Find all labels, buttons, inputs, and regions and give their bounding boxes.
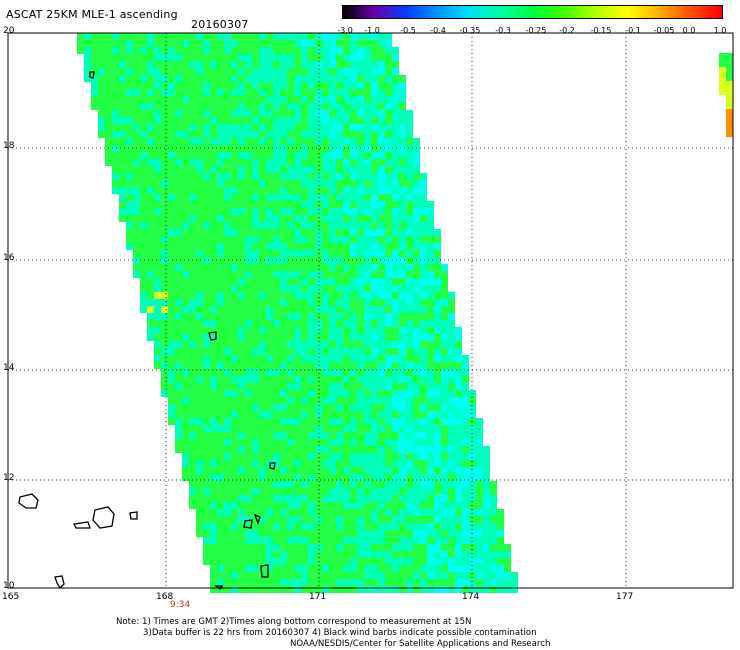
lat-lon-grid <box>8 33 733 588</box>
colorbar-tick: -0.4 <box>430 26 446 35</box>
latitude-label: 12 <box>3 473 15 483</box>
latitude-label: 10 <box>3 581 15 591</box>
latitude-label: 14 <box>3 363 15 373</box>
wind-swath <box>77 33 733 593</box>
map-panel <box>7 32 734 593</box>
latitude-label: 16 <box>3 253 15 263</box>
colorbar-tick: -0.2 <box>559 26 575 35</box>
island-outline <box>208 331 217 341</box>
product-date: 20160307 <box>191 18 249 31</box>
colorbar-tick: -1.0 <box>364 26 380 35</box>
island-outline <box>253 513 261 525</box>
island-outline <box>129 511 138 520</box>
note-line-1: Note: 1) Times are GMT 2)Times along bot… <box>116 617 472 627</box>
product-title: ASCAT 25KM MLE-1 ascending <box>6 8 178 21</box>
swath-time-label: 9:34 <box>170 600 191 610</box>
island-outline <box>73 521 91 529</box>
island-outline <box>92 506 115 529</box>
island-outline <box>269 462 276 470</box>
colorbar-tick: -0.3 <box>495 26 511 35</box>
longitude-label: 165 <box>2 592 20 602</box>
colorbar-tick: -0.5 <box>400 26 416 35</box>
longitude-label: 171 <box>309 592 327 602</box>
colorbar-tick: -0.05 <box>653 26 675 35</box>
colorbar-tick: 1.0 <box>713 26 727 35</box>
colorbar-tick: -0.15 <box>590 26 612 35</box>
island-outline <box>54 575 65 590</box>
latitude-label: 20 <box>3 26 15 36</box>
colorbar-tick: -0.35 <box>459 26 481 35</box>
longitude-label: 168 <box>156 592 174 602</box>
colorbar-tick: -0.25 <box>525 26 547 35</box>
longitude-label: 177 <box>616 592 634 602</box>
island-outline <box>260 564 269 578</box>
longitude-label: 174 <box>462 592 480 602</box>
colorbar-tick: 0.0 <box>682 26 696 35</box>
colorbar <box>342 5 723 19</box>
island-outline <box>89 71 95 79</box>
note-line-2: 3)Data buffer is 22 hrs from 20160307 4)… <box>143 628 537 638</box>
colorbar-tick: -0.1 <box>625 26 641 35</box>
island-outlines <box>18 71 276 590</box>
map-frame <box>7 32 734 589</box>
footer-credit: NOAA/NESDIS/Center for Satellite Applica… <box>290 639 551 649</box>
island-outline <box>18 493 39 509</box>
island-outline <box>243 519 253 529</box>
latitude-label: 18 <box>3 141 15 151</box>
colorbar-tick: -3.0 <box>337 26 353 35</box>
